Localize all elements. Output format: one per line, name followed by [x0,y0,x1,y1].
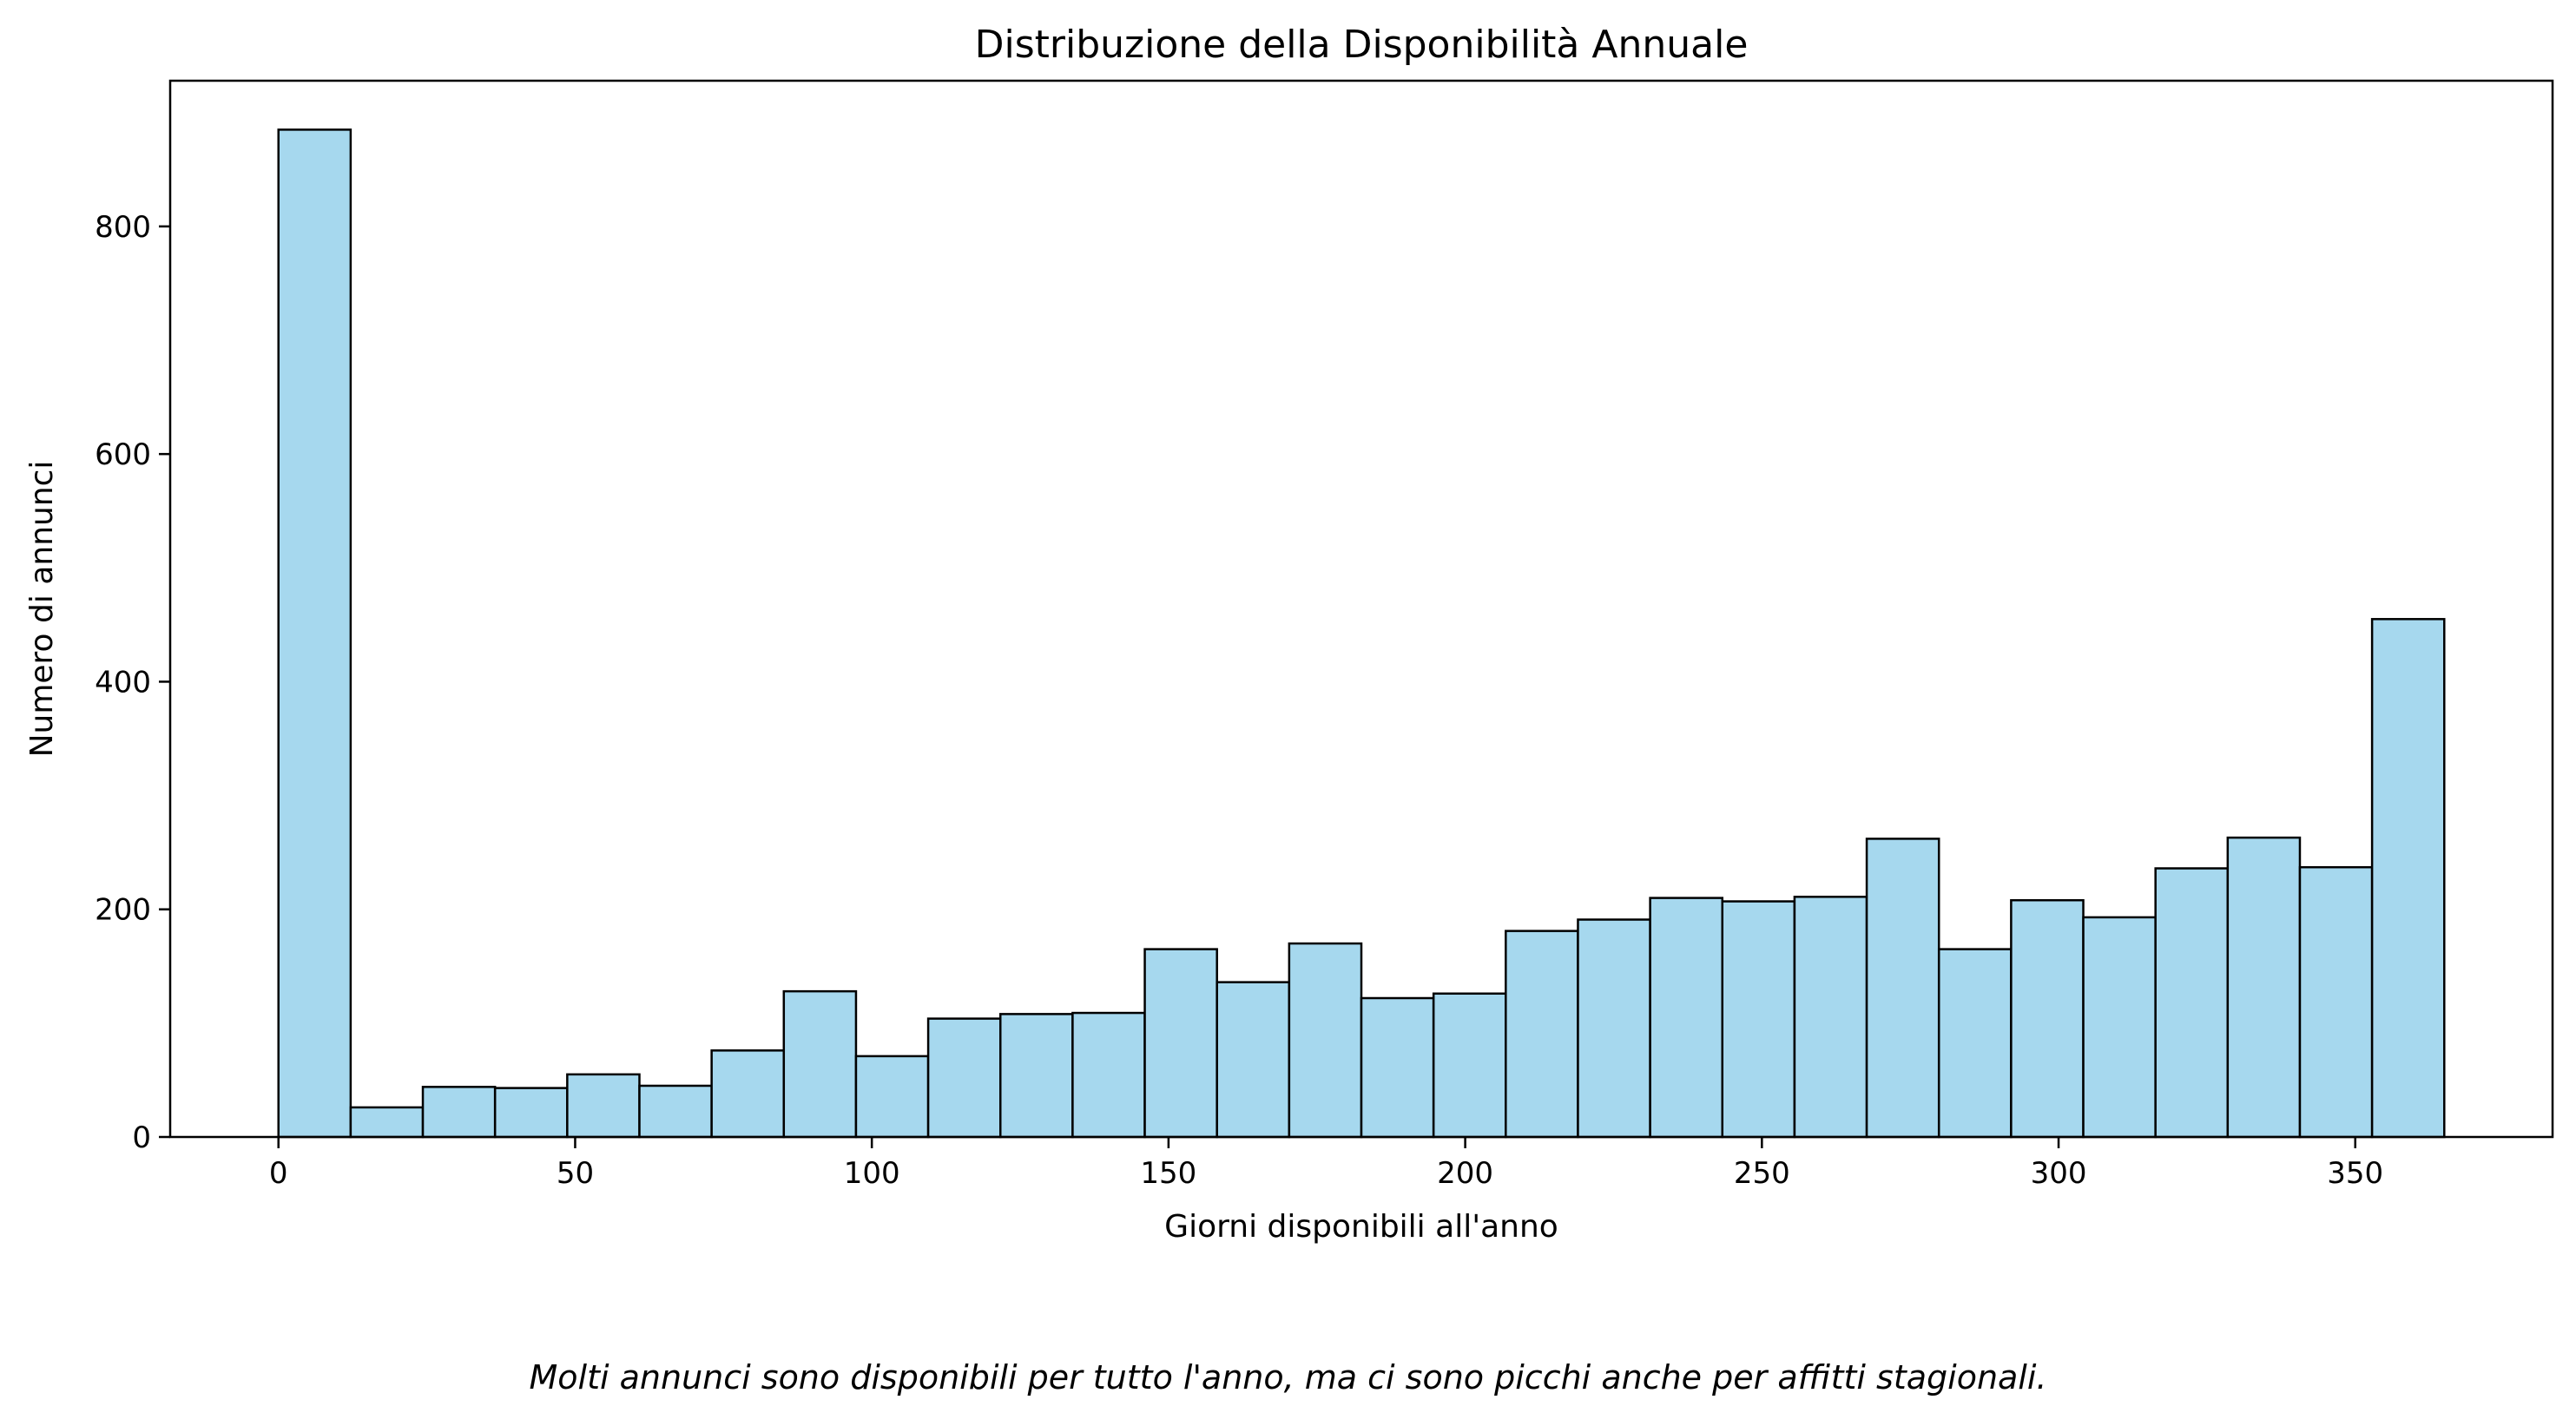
histogram-bar [349,1106,425,1139]
x-tick-label: 0 [269,1156,288,1191]
histogram-bar [1071,1011,1146,1139]
histogram-bar [2226,836,2302,1139]
histogram-bar [2154,867,2230,1139]
histogram-bar [1649,897,1724,1139]
histogram-bar [2370,618,2446,1139]
histogram-bar [1432,992,1507,1139]
bars-group [277,128,2446,1139]
y-tick-label: 400 [95,665,151,700]
histogram-bar [493,1087,569,1139]
histogram-bar [638,1084,713,1139]
histogram-bar [1288,942,1363,1139]
x-axis-ticks: 0 50 100 150 200 250 300 350 [269,1137,2383,1191]
histogram-bar [1793,896,1868,1139]
histogram-bar [1505,930,1579,1139]
x-axis-label: Giorni disponibili all'anno [1164,1209,1558,1245]
y-tick-label: 0 [132,1120,151,1155]
y-tick-label: 800 [95,210,151,245]
histogram-bar [1143,948,1218,1139]
x-tick-label: 150 [1140,1156,1196,1191]
histogram-bar [277,128,352,1139]
histogram-bar [782,989,858,1139]
chart-caption: Molti annunci sono disponibili per tutto… [529,1358,2047,1396]
histogram-bar [1577,918,1651,1139]
histogram-bar [2298,865,2374,1139]
histogram-bar [710,1049,786,1139]
x-tick-label: 300 [2031,1156,2087,1191]
histogram-bar [566,1073,641,1139]
x-tick-label: 350 [2327,1156,2383,1191]
histogram-bar [926,1017,1002,1139]
histogram-bar [1360,996,1435,1139]
histogram-bar [1865,838,1940,1139]
histogram-bar [2010,898,2085,1139]
x-tick-label: 50 [557,1156,594,1191]
x-tick-label: 250 [1734,1156,1790,1191]
plot-frame [168,79,2554,1139]
x-tick-label: 100 [844,1156,900,1191]
x-tick-label: 200 [1437,1156,1493,1191]
histogram-bar [1937,948,2013,1139]
y-axis-ticks: 0 200 400 600 800 [95,210,170,1155]
histogram-bar [998,1013,1074,1139]
histogram-bar [854,1055,930,1139]
histogram-bar [2082,916,2157,1139]
histogram-bar [1721,900,1796,1139]
histogram-bar [421,1086,497,1139]
y-tick-label: 200 [95,893,151,928]
histogram-bar [1216,981,1291,1139]
chart-title: Distribuzione della Disponibilità Annual… [975,23,1749,67]
y-axis-label: Numero di annunci [24,461,60,758]
y-tick-label: 600 [95,437,151,472]
